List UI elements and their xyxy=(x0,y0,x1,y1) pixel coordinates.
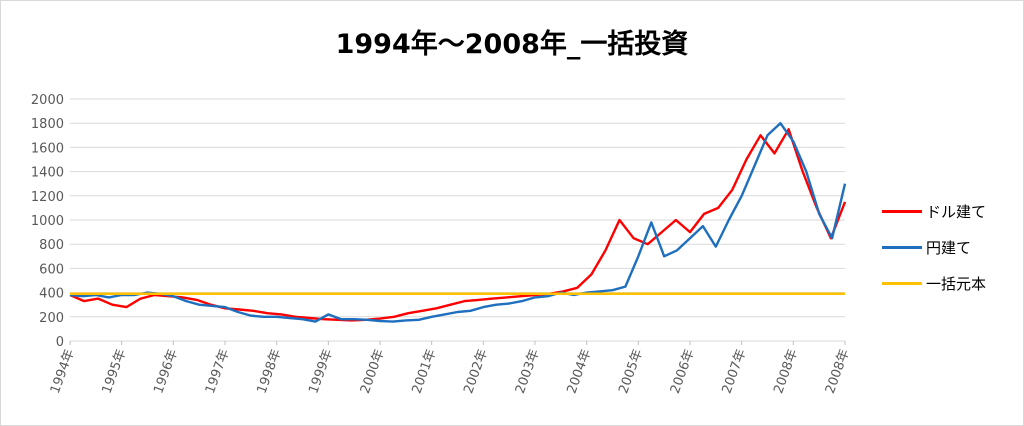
x-tick-label: 1997年 xyxy=(203,347,233,395)
legend-label-jpy: 円建て xyxy=(926,238,972,257)
chart-legend: ドル建て 円建て 一括元本 xyxy=(882,200,1022,308)
x-tick-label: 2000年 xyxy=(358,347,388,395)
series-line-usd xyxy=(69,128,847,322)
y-tick-label: 200 xyxy=(39,311,64,326)
series-line-jpy xyxy=(69,122,847,323)
legend-item-principal: 一括元本 xyxy=(882,272,1022,294)
y-tick-label: 0 xyxy=(56,335,64,350)
y-tick-label: 600 xyxy=(39,262,64,277)
legend-label-principal: 一括元本 xyxy=(926,274,987,293)
x-tick-label: 1995年 xyxy=(100,347,130,395)
y-tick-label: 1200 xyxy=(31,190,64,205)
y-tick-label: 800 xyxy=(39,238,64,253)
chart-title: 1994年～2008年_一括投資 xyxy=(335,29,689,60)
x-tick-label: 2006年 xyxy=(668,347,698,395)
x-tick-label: 2008年 xyxy=(771,347,801,395)
x-tick-label: 2003年 xyxy=(513,347,543,395)
legend-swatch-principal xyxy=(882,281,922,285)
x-tick-label: 1994年 xyxy=(48,347,78,395)
x-tick-label: 2004年 xyxy=(565,347,595,395)
x-tick-label: 2007年 xyxy=(720,347,750,395)
y-tick-label: 2000 xyxy=(31,93,64,108)
x-tick-label: 1998年 xyxy=(255,347,285,395)
x-tick-label: 1999年 xyxy=(306,347,336,395)
legend-swatch-usd xyxy=(882,209,922,213)
x-tick-label: 2002年 xyxy=(461,347,491,395)
legend-label-usd: ドル建て xyxy=(926,202,987,221)
y-tick-label: 1600 xyxy=(31,141,64,156)
y-tick-label: 1400 xyxy=(31,166,64,181)
y-tick-label: 1800 xyxy=(31,117,64,132)
x-tick-label: 2001年 xyxy=(410,347,440,395)
x-tick-label: 2008年 xyxy=(823,347,853,395)
x-tick-label: 1996年 xyxy=(151,347,181,395)
y-tick-label: 400 xyxy=(39,287,64,302)
legend-item-jpy: 円建て xyxy=(882,236,1022,258)
y-tick-label: 1000 xyxy=(31,214,64,229)
legend-swatch-jpy xyxy=(882,245,922,249)
legend-item-usd: ドル建て xyxy=(882,200,1022,222)
x-tick-label: 2005年 xyxy=(616,347,646,395)
